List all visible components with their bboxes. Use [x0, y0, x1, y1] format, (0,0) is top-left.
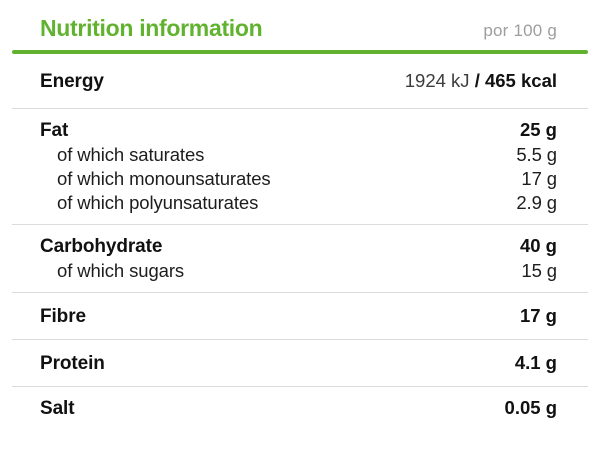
nutrient-section-fat: Fat 25 g of which saturates 5.5 g of which m…: [12, 109, 588, 225]
nutrient-section-salt: Salt 0.05 g: [12, 387, 588, 435]
sub-nutrient-value: 2.9 g: [516, 192, 557, 213]
nutrient-label: Fibre: [40, 306, 86, 327]
per-amount-label: por 100 g: [483, 21, 557, 40]
nutrient-section-fibre: Fibre 17 g: [12, 293, 588, 340]
table-row: Fat 25 g: [40, 119, 557, 142]
nutrient-value: 4.1 g: [515, 352, 557, 374]
page-title: Nutrition information: [40, 15, 263, 41]
header-divider: [12, 50, 588, 54]
table-row: Energy 1924 kJ / 465 kcal: [40, 70, 557, 93]
table-subrow: of which monounsaturates 17 g: [40, 167, 557, 190]
nutrient-label: Protein: [40, 353, 105, 374]
card-header: Nutrition information por 100 g: [0, 0, 600, 43]
nutrient-label: Fat: [40, 120, 69, 141]
nutrient-value-primary: 4.1 g: [514, 352, 557, 373]
nutrient-label: Energy: [40, 71, 104, 92]
table-row: Protein 4.1 g: [40, 352, 557, 375]
sub-nutrient-value: 5.5 g: [516, 144, 557, 165]
nutrient-section-carbohydrate: Carbohydrate 40 g of which sugars 15 g: [12, 225, 588, 293]
nutrient-section-protein: Protein 4.1 g: [12, 340, 588, 387]
nutrient-value: 25 g: [520, 119, 557, 141]
nutrient-value-primary: 25 g: [519, 119, 557, 140]
table-row: Carbohydrate 40 g: [40, 235, 557, 258]
nutrient-label: Carbohydrate: [40, 236, 163, 257]
sub-nutrient-label: of which sugars: [57, 260, 185, 281]
nutrient-value-primary: 0.05 g: [504, 397, 557, 418]
table-subrow: of which saturates 5.5 g: [40, 143, 557, 166]
nutrient-value: 17 g: [520, 305, 557, 327]
nutrient-value-primary: 17 g: [519, 305, 557, 326]
table-row: Fibre 17 g: [40, 305, 557, 328]
nutrient-value-primary: / 465 kcal: [474, 70, 557, 91]
nutrient-value-primary: 40 g: [519, 235, 557, 256]
sub-nutrient-label: of which polyunsaturates: [57, 192, 259, 213]
nutrient-value: 0.05 g: [505, 397, 557, 419]
nutrient-label: Salt: [40, 398, 75, 419]
nutrient-value: 40 g: [520, 235, 557, 257]
nutrient-value-secondary: 1924 kJ: [404, 70, 475, 91]
sub-nutrient-value: 17 g: [521, 168, 557, 189]
nutrient-section-energy: Energy 1924 kJ / 465 kcal: [12, 54, 588, 109]
sub-nutrient-label: of which monounsaturates: [57, 168, 271, 189]
sub-nutrient-label: of which saturates: [57, 144, 205, 165]
table-subrow: of which polyunsaturates 2.9 g: [40, 191, 557, 214]
nutrition-table: Energy 1924 kJ / 465 kcal Fat 25 g of which …: [0, 54, 600, 435]
table-subrow: of which sugars 15 g: [40, 259, 557, 282]
table-row: Salt 0.05 g: [40, 397, 557, 420]
nutrient-value: 1924 kJ / 465 kcal: [405, 70, 557, 92]
sub-nutrient-value: 15 g: [521, 260, 557, 281]
